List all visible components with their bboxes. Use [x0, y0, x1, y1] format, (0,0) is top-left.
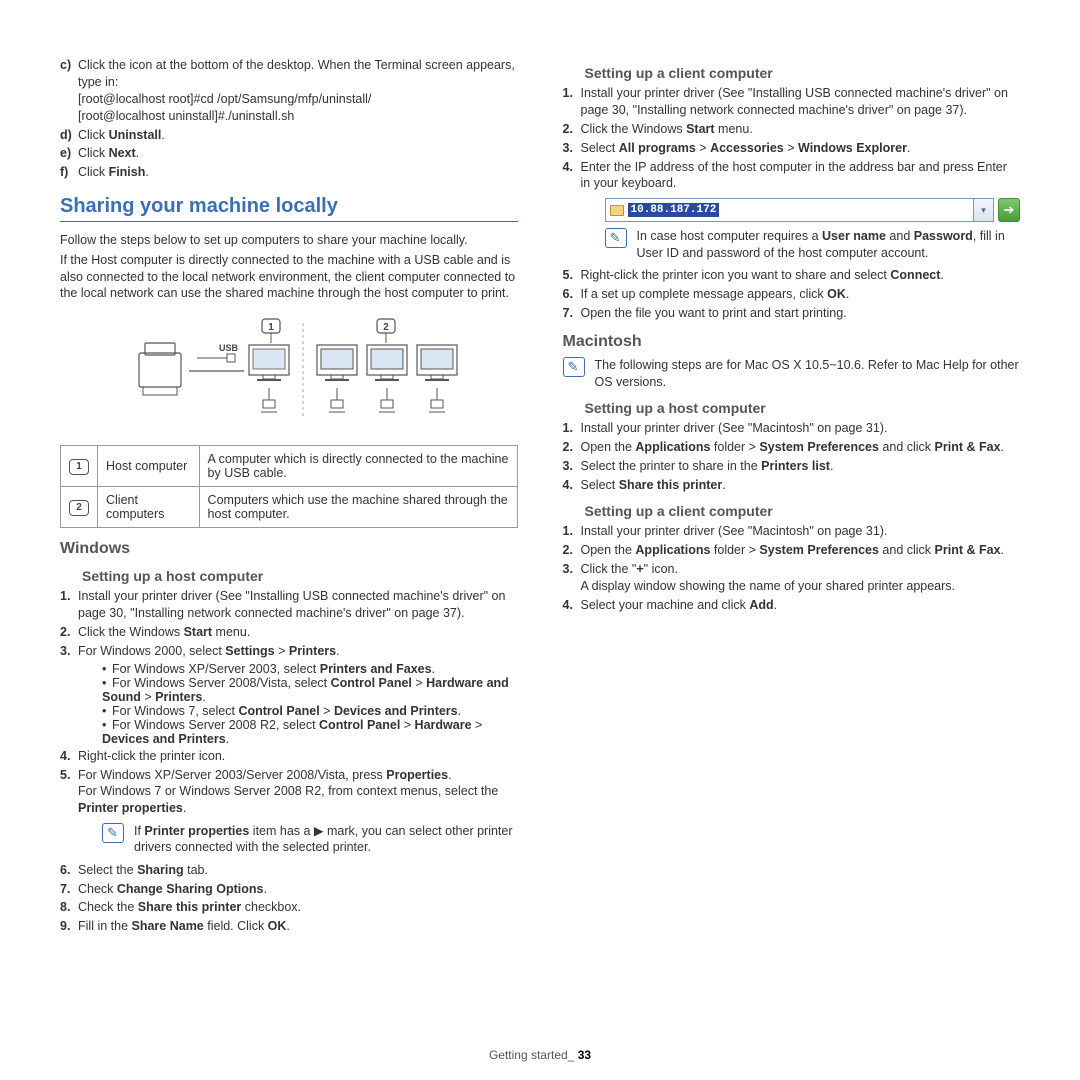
- svg-text:2: 2: [383, 322, 389, 333]
- note-icon: [563, 357, 585, 377]
- host-step-5: 5.For Windows XP/Server 2003/Server 2008…: [60, 767, 518, 818]
- network-diagram: USB 1: [60, 313, 518, 433]
- client-step-5: 5.Right-click the printer icon you want …: [563, 267, 1021, 284]
- mac-version-note: The following steps are for Mac OS X 10.…: [563, 357, 1021, 390]
- host-step-2: 2.Click the Windows Start menu.: [60, 624, 518, 641]
- mac-client-step-1: 1.Install your printer driver (See "Maci…: [563, 523, 1021, 540]
- mac-host-step-4: 4.Select Share this printer.: [563, 477, 1021, 494]
- legend-index-1: 1: [69, 459, 89, 475]
- table-row: 2 Client computers Computers which use t…: [61, 487, 518, 528]
- host-bullet-3: For Windows 7, select Control Panel > De…: [102, 704, 518, 718]
- host-setup-heading: Setting up a host computer: [82, 568, 518, 584]
- address-input[interactable]: 10.88.187.172: [605, 198, 975, 222]
- svg-text:USB: USB: [219, 343, 239, 353]
- host-step-4: 4.Right-click the printer icon.: [60, 748, 518, 765]
- left-column: c) Click the icon at the bottom of the d…: [60, 55, 518, 937]
- printer-properties-note: If Printer properties item has a ▶ mark,…: [102, 823, 518, 856]
- note-icon: [605, 228, 627, 248]
- intro-2: If the Host computer is directly connect…: [60, 252, 518, 301]
- pre-step-f: f)Click Finish.: [60, 164, 518, 181]
- section-title-sharing: Sharing your machine locally: [60, 195, 518, 222]
- legend-label-1: Host computer: [98, 446, 200, 487]
- mac-client-heading: Setting up a client computer: [585, 503, 1021, 519]
- host-step-9: 9.Fill in the Share Name field. Click OK…: [60, 918, 518, 935]
- host-bullet-2: For Windows Server 2008/Vista, select Co…: [102, 676, 518, 704]
- ip-address: 10.88.187.172: [628, 203, 720, 217]
- host-step-7: 7.Check Change Sharing Options.: [60, 881, 518, 898]
- mac-host-heading: Setting up a host computer: [585, 400, 1021, 416]
- table-row: 1 Host computer A computer which is dire…: [61, 446, 518, 487]
- host-bullet-4: For Windows Server 2008 R2, select Contr…: [102, 718, 518, 746]
- intro-1: Follow the steps below to set up compute…: [60, 232, 518, 248]
- macintosh-heading: Macintosh: [563, 333, 1021, 351]
- host-step-1: 1.Install your printer driver (See "Inst…: [60, 588, 518, 622]
- client-step-4: 4.Enter the IP address of the host compu…: [563, 159, 1021, 193]
- go-button[interactable]: ➔: [998, 198, 1020, 222]
- pre-step-e: e)Click Next.: [60, 145, 518, 162]
- legend-table: 1 Host computer A computer which is dire…: [60, 445, 518, 528]
- windows-heading: Windows: [60, 540, 518, 558]
- legend-label-2: Client computers: [98, 487, 200, 528]
- client-step-1: 1.Install your printer driver (See "Inst…: [563, 85, 1021, 119]
- mac-client-step-3: 3.Click the "+" icon.A display window sh…: [563, 561, 1021, 595]
- dropdown-button[interactable]: ▾: [974, 198, 994, 222]
- page-footer: Getting started_ 33: [0, 1048, 1080, 1062]
- credentials-note: In case host computer requires a User na…: [605, 228, 1021, 261]
- mac-host-step-2: 2.Open the Applications folder > System …: [563, 439, 1021, 456]
- client-step-6: 6.If a set up complete message appears, …: [563, 286, 1021, 303]
- mac-client-step-4: 4.Select your machine and click Add.: [563, 597, 1021, 614]
- client-step-2: 2.Click the Windows Start menu.: [563, 121, 1021, 138]
- host-step-3: 3.For Windows 2000, select Settings > Pr…: [60, 643, 518, 660]
- pre-c-cmd1: [root@localhost root]#cd /opt/Samsung/mf…: [78, 92, 371, 106]
- right-column: Setting up a client computer 1.Install y…: [563, 55, 1021, 937]
- address-bar[interactable]: 10.88.187.172 ▾ ➔: [605, 198, 1021, 222]
- host-bullet-1: For Windows XP/Server 2003, select Print…: [102, 662, 518, 676]
- legend-index-2: 2: [69, 500, 89, 516]
- legend-desc-2: Computers which use the machine shared t…: [199, 487, 517, 528]
- pre-c-cmd2: [root@localhost uninstall]#./uninstall.s…: [78, 109, 294, 123]
- client-setup-heading: Setting up a client computer: [585, 65, 1021, 81]
- client-step-3: 3.Select All programs > Accessories > Wi…: [563, 140, 1021, 157]
- host-step-8: 8.Check the Share this printer checkbox.: [60, 899, 518, 916]
- pre-step-d: d)Click Uninstall.: [60, 127, 518, 144]
- mac-host-step-3: 3.Select the printer to share in the Pri…: [563, 458, 1021, 475]
- host-step-6: 6.Select the Sharing tab.: [60, 862, 518, 879]
- svg-text:1: 1: [268, 322, 274, 333]
- legend-desc-1: A computer which is directly connected t…: [199, 446, 517, 487]
- client-step-7: 7.Open the file you want to print and st…: [563, 305, 1021, 322]
- pre-step-c: c) Click the icon at the bottom of the d…: [60, 57, 518, 125]
- mac-host-step-1: 1.Install your printer driver (See "Maci…: [563, 420, 1021, 437]
- mac-client-step-2: 2.Open the Applications folder > System …: [563, 542, 1021, 559]
- folder-icon: [610, 205, 624, 216]
- pre-c-text: Click the icon at the bottom of the desk…: [78, 58, 515, 89]
- note-icon: [102, 823, 124, 843]
